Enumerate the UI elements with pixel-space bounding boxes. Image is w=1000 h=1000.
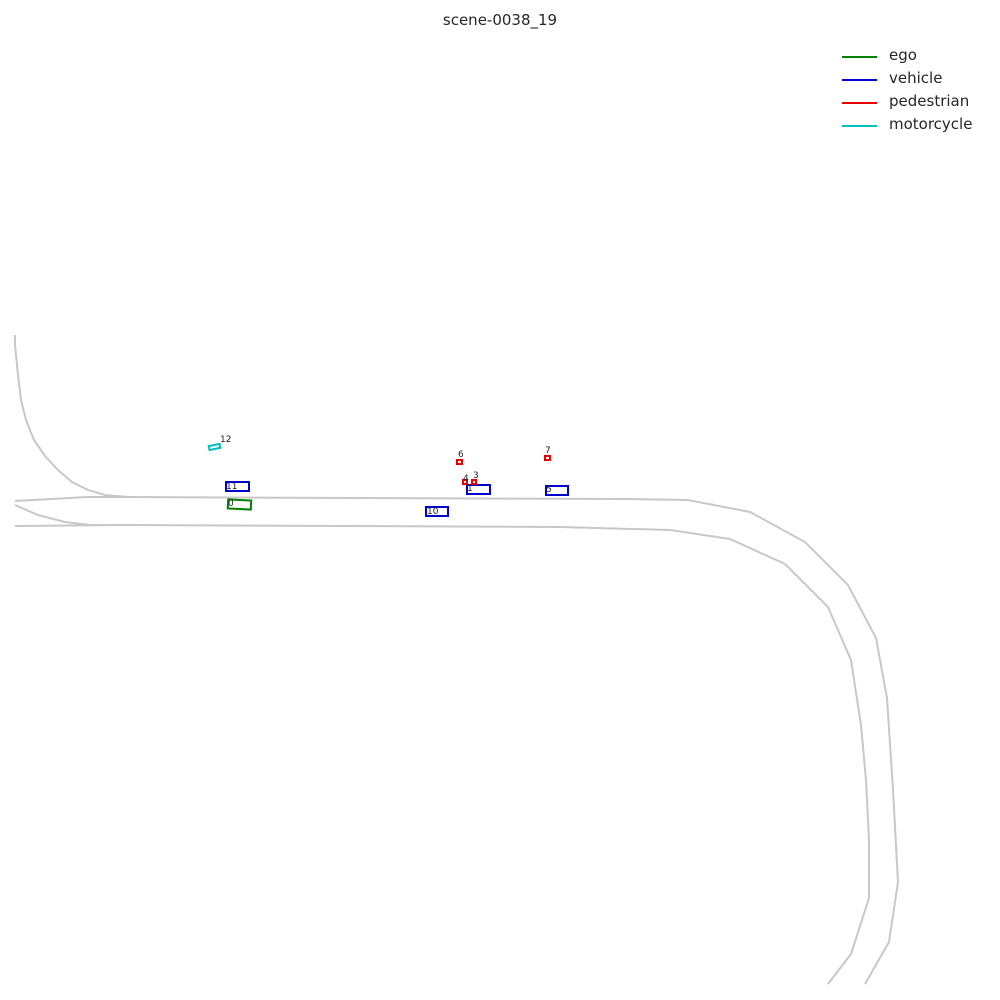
road-boundary-lower-main — [14, 523, 870, 985]
pedestrian-box-6 — [456, 459, 463, 465]
legend-label-ego: ego — [889, 46, 917, 64]
legend-line-vehicle — [842, 79, 877, 81]
vehicle-box-5 — [545, 485, 569, 496]
pedestrian-box-3 — [471, 479, 477, 485]
agent-label-6: 6 — [458, 450, 464, 460]
ego-box-0 — [226, 498, 253, 511]
pedestrian-box-7 — [544, 455, 551, 461]
legend-label-motorcycle: motorcycle — [889, 115, 973, 133]
legend: ego vehicle pedestrian motorcycle — [838, 45, 988, 137]
legend-entry-vehicle: vehicle — [838, 68, 988, 91]
road-boundary-upper-left-stub — [14, 496, 128, 502]
legend-line-pedestrian — [842, 102, 877, 104]
agents: 0 11 10 1 5 3 4 6 7 12 — [207, 435, 569, 517]
road-boundary-upper-main — [127, 496, 900, 985]
motorcycle-box-12 — [207, 442, 222, 452]
legend-entry-pedestrian: pedestrian — [838, 91, 988, 114]
agent-label-1: 1 — [467, 484, 473, 494]
vehicle-box-1 — [466, 484, 491, 495]
scene-title: scene-0038_19 — [442, 11, 558, 29]
legend-line-motorcycle — [842, 125, 877, 127]
agent-label-0: 0 — [228, 499, 234, 509]
road-boundary-lower-left-curve — [14, 504, 125, 526]
road-boundaries — [14, 335, 900, 985]
agent-label-3: 3 — [473, 471, 479, 481]
pedestrian-box-4 — [462, 479, 468, 485]
agent-label-7: 7 — [545, 446, 551, 456]
vehicle-box-11 — [225, 481, 250, 492]
legend-label-vehicle: vehicle — [889, 69, 943, 87]
vehicle-box-10 — [425, 506, 449, 517]
legend-entry-motorcycle: motorcycle — [838, 114, 988, 137]
agent-label-10: 10 — [427, 507, 439, 517]
agent-label-11: 11 — [226, 482, 237, 492]
agent-label-12: 12 — [220, 435, 231, 445]
legend-label-pedestrian: pedestrian — [889, 92, 970, 110]
agent-label-4: 4 — [463, 474, 469, 484]
road-boundary-upper-left-curve — [14, 335, 129, 498]
agent-label-5: 5 — [546, 485, 552, 495]
legend-entry-ego: ego — [838, 45, 988, 68]
legend-line-ego — [842, 56, 877, 58]
